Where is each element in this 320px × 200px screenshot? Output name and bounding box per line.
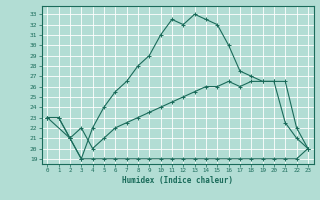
X-axis label: Humidex (Indice chaleur): Humidex (Indice chaleur) <box>122 176 233 185</box>
